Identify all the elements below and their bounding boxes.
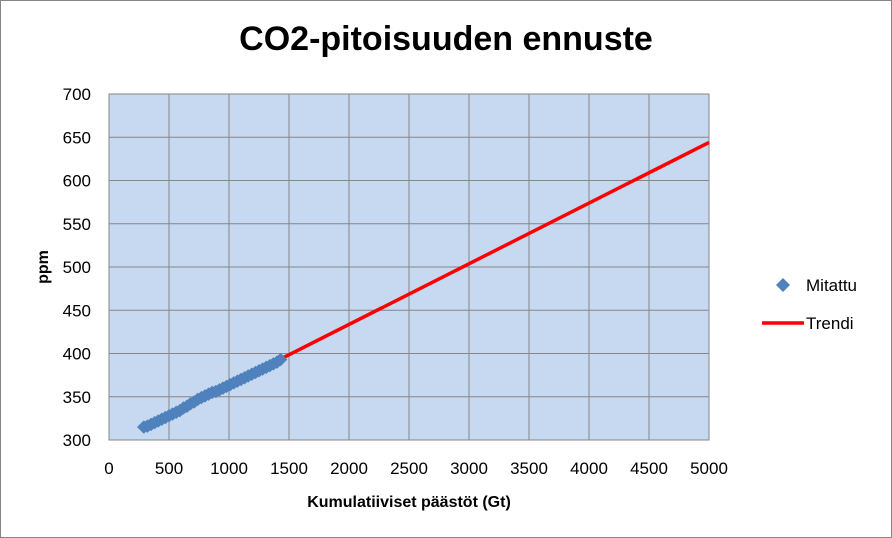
x-tick-label: 4000 bbox=[570, 459, 608, 478]
legend-label: Mitattu bbox=[806, 276, 857, 295]
y-tick-label: 400 bbox=[63, 345, 91, 364]
y-tick-label: 600 bbox=[63, 172, 91, 191]
x-tick-label: 4500 bbox=[630, 459, 668, 478]
legend-item-mitattu: Mitattu bbox=[776, 276, 857, 295]
x-axis-label: Kumulatiiviset päästöt (Gt) bbox=[307, 494, 511, 511]
x-tick-label: 3500 bbox=[510, 459, 548, 478]
x-tick-label: 2500 bbox=[390, 459, 428, 478]
y-tick-label: 700 bbox=[63, 85, 91, 104]
x-tick-label: 500 bbox=[155, 459, 183, 478]
x-tick-label: 3000 bbox=[450, 459, 488, 478]
y-tick-label: 350 bbox=[63, 388, 91, 407]
legend: Mitattu Trendi bbox=[762, 276, 857, 333]
y-axis-label: ppm bbox=[35, 250, 52, 284]
y-tick-label: 300 bbox=[63, 431, 91, 450]
y-tick-label: 450 bbox=[63, 301, 91, 320]
legend-item-trendi: Trendi bbox=[762, 314, 854, 333]
x-tick-label: 1500 bbox=[270, 459, 308, 478]
trend-line bbox=[282, 140, 710, 360]
data-point bbox=[273, 352, 288, 367]
grid-lines bbox=[108, 93, 710, 441]
chart-title: CO2-pitoisuuden ennuste bbox=[239, 20, 653, 58]
y-tick-label: 500 bbox=[63, 258, 91, 277]
x-tick-label: 1000 bbox=[210, 459, 248, 478]
y-tick-label: 650 bbox=[63, 128, 91, 147]
legend-label: Trendi bbox=[806, 314, 854, 333]
x-tick-label: 0 bbox=[104, 459, 113, 478]
legend-marker-diamond bbox=[776, 278, 790, 292]
y-tick-label: 550 bbox=[63, 215, 91, 234]
x-tick-label: 2000 bbox=[330, 459, 368, 478]
tick-labels: 0 500 1000 1500 2000 2500 3000 3500 4000 4500 5000… bbox=[63, 85, 728, 478]
x-tick-label: 5000 bbox=[690, 459, 728, 478]
series-layer bbox=[136, 140, 710, 434]
